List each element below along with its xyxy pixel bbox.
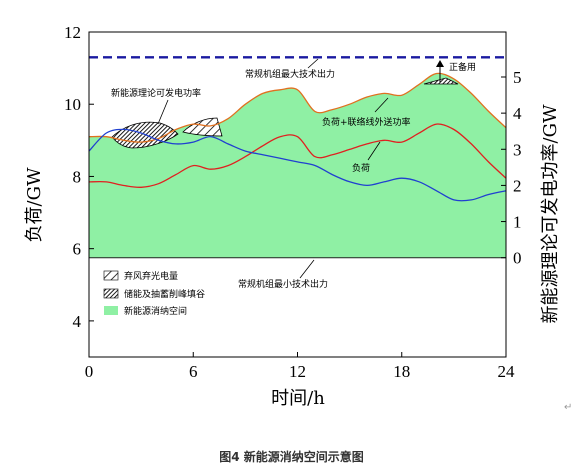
y-tick-label: 4	[73, 312, 82, 331]
annotation-load-plus-export: 负荷+联络线外送功率	[322, 116, 411, 128]
x-tick-label: 0	[85, 362, 94, 381]
x-tick-label: 18	[393, 362, 410, 381]
annotation-min-output: 常规机组最小技术出力	[238, 278, 328, 290]
y2-tick-label: 0	[513, 249, 522, 268]
legend-swatch-consumption	[104, 306, 118, 315]
y2-tick-label: 4	[513, 104, 522, 123]
series-lines	[88, 72, 507, 202]
reserve-arrow-head	[436, 60, 444, 67]
series-line-renewable	[88, 128, 507, 202]
legend-label-storage: 储能及抽蓄削峰填谷	[124, 288, 205, 300]
annotation-reserve: 正备用	[449, 61, 476, 73]
y2-tick-label: 1	[513, 213, 522, 232]
curtailed-hatch-mid	[182, 117, 223, 137]
series-line-load	[88, 123, 507, 188]
legend-swatch-storage	[103, 288, 119, 299]
y2-axis-title: 新能源理论可发电功率/GW	[540, 104, 561, 323]
y-axis-title: 负荷/GW	[24, 167, 45, 242]
y2-tick-label: 2	[513, 176, 522, 195]
x-tick-label: 12	[289, 362, 306, 381]
x-tick-label: 24	[498, 362, 516, 381]
y2-tick-label: 5	[513, 68, 522, 87]
series-line-load-plus-export	[88, 72, 507, 143]
y-tick-label: 10	[64, 95, 81, 114]
annotation-load: 负荷	[352, 162, 370, 174]
level-lines	[89, 56, 506, 259]
legend-swatch-curtailed	[103, 270, 119, 281]
x-tick-label: 6	[189, 362, 198, 381]
paragraph-mark: ↵	[564, 402, 573, 413]
y-tick-label: 12	[64, 23, 81, 42]
annotation-max-output: 常规机组最大技术出力	[245, 68, 335, 80]
legend-label-consumption: 新能源消纳空间	[124, 305, 187, 317]
consumption-space-region	[89, 73, 506, 258]
reserve-hatch	[423, 77, 459, 85]
figure-caption: 图4 新能源消纳空间示意图	[219, 450, 364, 464]
plot-area	[89, 73, 506, 258]
x-axis-title: 时间/h	[271, 388, 325, 409]
legend-label-curtailed: 弃风弃光电量	[124, 270, 178, 282]
legend: 弃风弃光电量 储能及抽蓄削峰填谷 新能源消纳空间	[103, 270, 205, 317]
annotation-load-leader	[367, 141, 381, 161]
y-tick-label: 6	[73, 240, 82, 259]
annotation-renewable: 新能源理论可发电功率	[111, 87, 201, 99]
annotation-max-output-leader	[307, 58, 319, 69]
annotation-load-plus-export-leader	[374, 97, 389, 113]
y-tick-label: 8	[73, 167, 82, 186]
y2-tick-label: 3	[513, 140, 522, 159]
annotation-renewable-leader	[157, 99, 169, 125]
annotation-min-output-leader	[299, 259, 315, 279]
